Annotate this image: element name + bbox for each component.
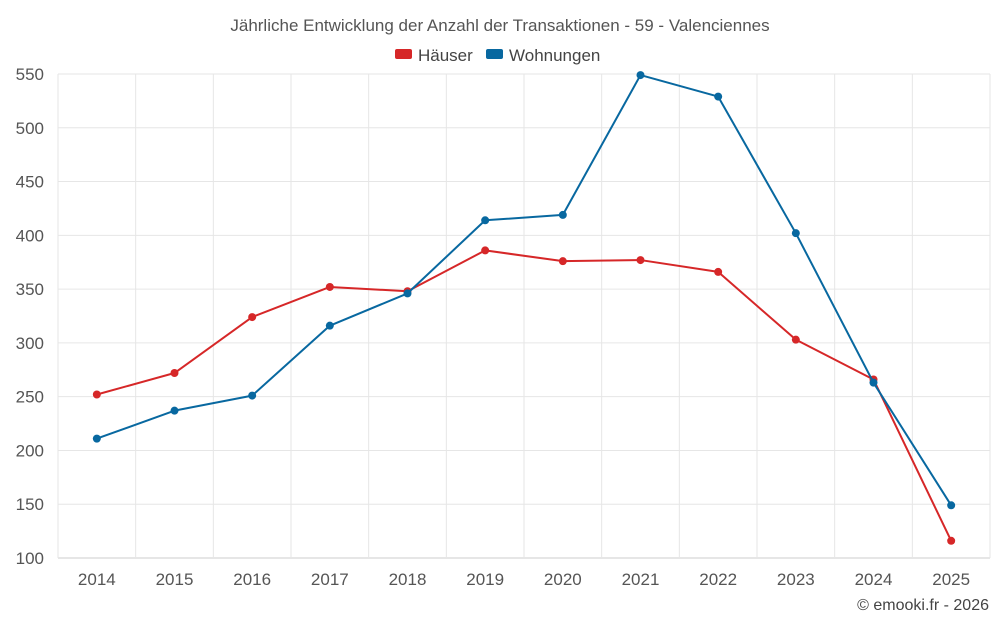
y-tick-label: 250 (16, 388, 44, 407)
data-point-haeuser-2014 (92, 390, 101, 399)
x-tick-label: 2020 (544, 570, 582, 589)
data-point-wohnungen-2019 (481, 216, 490, 225)
data-point-haeuser-2019 (481, 246, 490, 255)
y-tick-label: 550 (16, 65, 44, 84)
series (92, 71, 956, 545)
y-tick-label: 450 (16, 173, 44, 192)
x-tick-label: 2019 (466, 570, 504, 589)
data-point-wohnungen-2021 (636, 71, 645, 80)
x-tick-label: 2021 (622, 570, 660, 589)
y-tick-label: 200 (16, 441, 44, 460)
y-tick-label: 400 (16, 226, 44, 245)
y-tick-label: 150 (16, 495, 44, 514)
data-point-haeuser-2017 (325, 282, 334, 291)
data-point-haeuser-2020 (558, 257, 567, 266)
legend-swatch-wohnungen[interactable] (486, 49, 503, 59)
data-point-wohnungen-2018 (403, 289, 412, 298)
x-tick-label: 2016 (233, 570, 271, 589)
x-tick-label: 2017 (311, 570, 349, 589)
y-tick-label: 100 (16, 549, 44, 568)
y-tick-label: 500 (16, 119, 44, 138)
data-point-wohnungen-2017 (325, 321, 334, 330)
data-point-wohnungen-2015 (170, 406, 179, 415)
y-axis: 100 150 200 250 300 350 400 450 500 550 (16, 65, 44, 568)
series-line-wohnungen (96, 74, 953, 506)
grid (57, 73, 991, 559)
legend-swatch-haeuser[interactable] (395, 49, 412, 59)
data-point-haeuser-2021 (636, 256, 645, 265)
data-point-wohnungen-2022 (714, 92, 723, 101)
data-point-haeuser-2023 (791, 335, 800, 344)
legend-label-wohnungen[interactable]: Wohnungen (509, 46, 600, 65)
x-tick-label: 2018 (389, 570, 427, 589)
x-tick-label: 2025 (932, 570, 970, 589)
x-tick-label: 2024 (855, 570, 893, 589)
chart-title: Jährliche Entwicklung der Anzahl der Tra… (230, 16, 769, 35)
x-tick-label: 2014 (78, 570, 116, 589)
data-point-wohnungen-2024 (869, 378, 878, 387)
series-line-haeuser (96, 249, 953, 542)
legend: Häuser Wohnungen (395, 46, 600, 65)
y-tick-label: 300 (16, 334, 44, 353)
data-point-haeuser-2015 (170, 369, 179, 378)
data-point-wohnungen-2025 (947, 501, 956, 510)
data-point-wohnungen-2023 (791, 229, 800, 238)
y-tick-label: 350 (16, 280, 44, 299)
x-axis: 2014 2015 2016 2017 2018 2019 2020 2021 2022 2023… (78, 570, 970, 589)
x-tick-label: 2022 (699, 570, 737, 589)
credit-text: © emooki.fr - 2026 (857, 597, 989, 614)
data-point-haeuser-2022 (714, 267, 723, 276)
x-tick-label: 2015 (156, 570, 194, 589)
x-tick-label: 2023 (777, 570, 815, 589)
data-point-wohnungen-2020 (558, 210, 567, 219)
data-point-wohnungen-2014 (92, 434, 101, 443)
data-point-haeuser-2025 (947, 536, 956, 545)
data-point-haeuser-2016 (248, 313, 257, 322)
data-point-wohnungen-2016 (248, 391, 257, 400)
legend-label-haeuser[interactable]: Häuser (418, 46, 473, 65)
